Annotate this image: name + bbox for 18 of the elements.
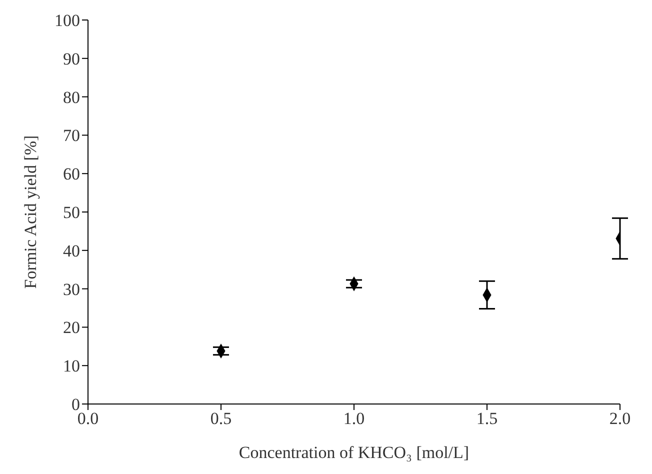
y-tick-label: 80 (63, 88, 80, 107)
y-tick-label: 40 (63, 241, 80, 260)
x-tick-label: 1.0 (343, 409, 365, 428)
y-tick-label: 90 (63, 49, 80, 68)
y-tick-label: 0 (72, 395, 80, 414)
y-tick-label: 30 (63, 280, 80, 299)
y-tick-label: 70 (63, 126, 80, 146)
y-tick-label: 50 (63, 203, 80, 222)
y-tick-label: 100 (54, 11, 80, 30)
y-tick-label: 20 (63, 318, 80, 338)
y-axis-title: Formic Acid yield [%] (21, 135, 40, 289)
x-tick-label: 1.5 (476, 409, 498, 428)
y-tick-label: 60 (63, 164, 80, 184)
y-tick-label: 10 (63, 356, 80, 376)
x-tick-label: 0.5 (210, 409, 232, 428)
x-tick-label: 0.0 (77, 409, 99, 428)
x-axis-title: Concentration of KHCO₃ [mol/L] (238, 443, 470, 462)
x-tick-label: 2.0 (609, 409, 631, 428)
